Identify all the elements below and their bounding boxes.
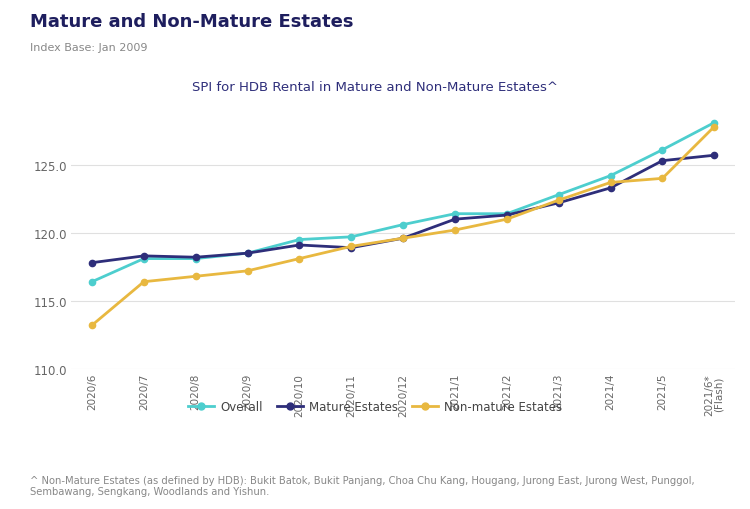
Text: Index Base: Jan 2009: Index Base: Jan 2009 [30, 43, 148, 53]
Overall [140, 256, 148, 262]
Mature Estates [140, 253, 148, 260]
Mature Estates [399, 236, 408, 242]
Overall [606, 173, 615, 179]
Non-mature Estates [606, 180, 615, 186]
Overall [243, 250, 252, 257]
Mature Estates [658, 158, 667, 164]
Mature Estates [503, 213, 512, 219]
Line: Overall: Overall [88, 120, 718, 285]
Text: ^ Non-Mature Estates (as defined by HDB): Bukit Batok, Bukit Panjang, Choa Chu K: ^ Non-Mature Estates (as defined by HDB)… [30, 475, 694, 496]
Non-mature Estates [451, 228, 460, 234]
Overall [191, 256, 200, 262]
Mature Estates [554, 201, 563, 207]
Non-mature Estates [710, 124, 718, 130]
Overall [503, 211, 512, 217]
Overall [346, 234, 355, 240]
Mature Estates [88, 260, 97, 266]
Non-mature Estates [140, 279, 148, 285]
Mature Estates [191, 254, 200, 261]
Line: Non-mature Estates: Non-mature Estates [88, 124, 718, 329]
Text: SPI for HDB Rental in Mature and Non-Mature Estates^: SPI for HDB Rental in Mature and Non-Mat… [192, 81, 558, 94]
Line: Mature Estates: Mature Estates [88, 153, 718, 266]
Non-mature Estates [191, 274, 200, 280]
Non-mature Estates [243, 268, 252, 274]
Overall [658, 148, 667, 154]
Non-mature Estates [88, 323, 97, 329]
Mature Estates [606, 185, 615, 191]
Overall [451, 211, 460, 217]
Overall [399, 222, 408, 228]
Non-mature Estates [503, 217, 512, 223]
Overall [88, 279, 97, 285]
Overall [295, 237, 304, 243]
Non-mature Estates [346, 244, 355, 250]
Text: Mature and Non-Mature Estates: Mature and Non-Mature Estates [30, 13, 353, 31]
Overall [710, 120, 718, 126]
Mature Estates [295, 242, 304, 248]
Non-mature Estates [295, 256, 304, 262]
Mature Estates [710, 153, 718, 159]
Overall [554, 192, 563, 199]
Mature Estates [346, 245, 355, 251]
Legend: Overall, Mature Estates, Non-mature Estates: Overall, Mature Estates, Non-mature Esta… [184, 395, 566, 418]
Mature Estates [243, 250, 252, 257]
Mature Estates [451, 217, 460, 223]
Non-mature Estates [554, 197, 563, 204]
Non-mature Estates [399, 236, 408, 242]
Non-mature Estates [658, 176, 667, 182]
